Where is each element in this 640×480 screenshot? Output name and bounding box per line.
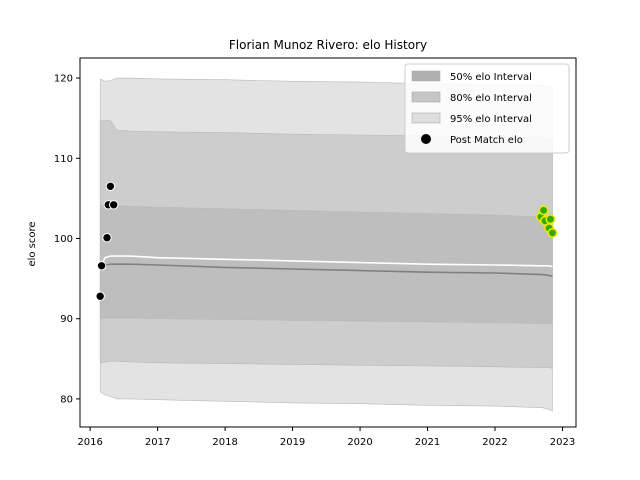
legend-box [404,63,570,154]
plot-frame [79,57,577,428]
legend-label-2: 95% elo Interval [450,114,532,125]
trend-lines [99,255,553,277]
legend-swatch-2 [411,112,441,124]
recent-match-point-1 [538,205,549,216]
y-axis-label: elo score [27,221,38,266]
band-2 [99,204,553,324]
x-tick-label-4: 2020 [347,437,372,448]
median-line [100,263,553,277]
x-tick-label-6: 2022 [482,437,507,448]
x-axis: 2016 2017 2018 2019 2020 2021 2022 2023 [77,427,575,448]
chart-title: Florian Munoz Rivero: elo History [229,38,427,52]
x-tick-label-0: 2016 [77,437,102,448]
post-match-point-1 [96,261,107,271]
post-match-point-0 [95,291,105,301]
legend-swatch-0 [411,70,441,82]
post-match-point-2 [102,233,112,243]
post-match-point-5 [109,200,119,210]
legend-marker-3 [421,134,431,144]
recent-match-point-4 [545,214,556,225]
y-tick-label-0: 80 [60,394,73,405]
post-match-point-4 [105,181,116,192]
y-tick-label-1: 90 [60,314,73,325]
mean-line [99,255,553,269]
legend: 50% elo Interval 80% elo Interval 95% elo … [404,63,570,154]
x-tick-label-3: 2019 [280,437,305,448]
x-tick-label-5: 2021 [415,437,440,448]
x-tick-label-2: 2018 [212,437,237,448]
legend-label-0: 50% elo Interval [450,72,532,83]
y-tick-label-2: 100 [54,234,73,245]
legend-swatch-1 [411,91,441,103]
interval-bands [99,77,553,412]
y-tick-label-3: 110 [54,154,73,165]
legend-label-1: 80% elo Interval [450,93,532,104]
x-tick-label-1: 2017 [145,437,170,448]
recent-match-point-5 [547,227,558,238]
y-axis: 80 90 100 110 120 [54,74,80,405]
match-points [95,181,558,301]
legend-label-3: Post Match elo [450,135,523,146]
y-tick-label-4: 120 [54,74,73,85]
x-tick-label-7: 2023 [550,437,575,448]
